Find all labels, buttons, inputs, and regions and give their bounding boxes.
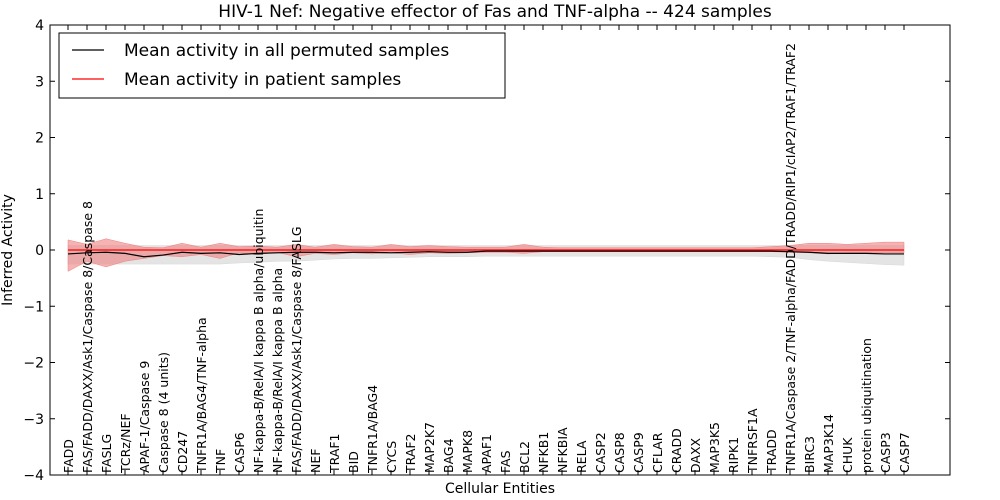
x-tick-label: FAS/FADD/DAXX/Ask1/Caspase 8/Caspase 8 xyxy=(80,201,95,473)
x-tick-label: BID xyxy=(346,451,361,473)
x-tick-label: CASP7 xyxy=(897,432,912,473)
x-tick-label: CYCS xyxy=(384,441,399,473)
y-tick-label: −2 xyxy=(23,356,44,372)
x-tick-label: BCL2 xyxy=(517,441,532,473)
y-axis-label: Inferred Activity xyxy=(0,194,16,306)
x-tick-label: NFKBIA xyxy=(555,427,570,473)
x-tick-label: BAG4 xyxy=(441,438,456,473)
x-tick-label: MAP3K14 xyxy=(821,414,836,473)
x-tick-label: CRADD xyxy=(669,428,684,473)
x-tick-label: RELA xyxy=(574,440,589,473)
x-tick-label: APAF1 xyxy=(479,434,494,473)
x-tick-label: protein ubiquitination xyxy=(859,338,874,473)
x-tick-label: TRAF1 xyxy=(327,433,342,474)
x-tick-label: CASP9 xyxy=(631,432,646,473)
y-tick-label: 2 xyxy=(35,131,44,147)
y-tick-label: 3 xyxy=(35,74,44,90)
x-tick-label: CFLAR xyxy=(650,432,665,473)
x-tick-label: TNF xyxy=(213,449,228,474)
legend-label-patient: Mean activity in patient samples xyxy=(124,70,401,90)
x-tick-label: Caspase 8 (4 units) xyxy=(156,352,171,473)
x-tick-label: TNFRSF1A xyxy=(745,408,760,474)
x-tick-label: NFKB1 xyxy=(536,432,551,473)
x-tick-label: NF-kappa-B/RelA/I kappa B alpha/ubiquiti… xyxy=(251,209,266,473)
y-tick-label: 4 xyxy=(35,18,44,34)
x-ticks xyxy=(67,25,905,475)
y-tick-label: −1 xyxy=(23,299,44,315)
x-tick-label: RIPK1 xyxy=(726,437,741,473)
legend: Mean activity in all permuted samples Me… xyxy=(58,32,506,99)
legend-box xyxy=(58,32,506,99)
legend-label-permuted: Mean activity in all permuted samples xyxy=(124,41,449,61)
x-tick-label: APAF-1/Caspase 9 xyxy=(137,361,152,473)
x-tick-label: BIRC3 xyxy=(802,436,817,473)
x-tick-label: TNFR1A/BAG4 xyxy=(365,385,380,474)
x-tick-label: CHUK xyxy=(840,437,855,473)
x-tick-labels: FADD FAS/FADD/DAXX/Ask1/Caspase 8/Caspase… xyxy=(61,43,912,474)
x-tick-label: CASP8 xyxy=(612,432,627,473)
x-tick-label: FAS/FADD/DAXX/Ask1/Caspase 8/FASLG xyxy=(289,226,304,473)
x-tick-label: TRAF2 xyxy=(403,433,418,474)
y-tick-label: 1 xyxy=(35,187,44,203)
x-tick-label: TNFR1A/BAG4/TNF-alpha xyxy=(194,317,209,474)
y-tick-label: −4 xyxy=(23,468,44,484)
x-tick-label: FADD xyxy=(61,439,76,473)
confidence-bands xyxy=(67,238,905,272)
x-tick-label: FASLG xyxy=(99,434,114,473)
x-tick-label: CASP6 xyxy=(232,432,247,473)
x-tick-label: CD247 xyxy=(175,431,190,473)
x-tick-label: FAS xyxy=(498,450,513,473)
x-axis-label: Cellular Entities xyxy=(445,481,555,497)
x-tick-label: MAPK8 xyxy=(460,430,475,473)
y-tick-label: −3 xyxy=(23,412,44,428)
series-lines xyxy=(67,249,904,258)
x-tick-label: TNFR1A/Caspase 2/TNF-alpha/FADD/TRADD/RI… xyxy=(783,43,798,474)
patient-band xyxy=(67,238,905,272)
permuted-mean-line xyxy=(67,250,904,258)
x-tick-label: NF-kappa-B/RelA/I kappa B alpha xyxy=(270,268,285,473)
chart-title: HIV-1 Nef: Negative effector of Fas and … xyxy=(218,2,772,22)
y-tick-label: 0 xyxy=(35,243,44,259)
x-tick-label: DAXX xyxy=(688,437,703,473)
x-tick-label: TCRz/NEF xyxy=(118,413,133,474)
x-tick-label: TRADD xyxy=(764,429,779,474)
x-tick-label: CASP2 xyxy=(593,432,608,473)
x-tick-label: MAP3K5 xyxy=(707,422,722,473)
x-tick-label: CASP3 xyxy=(878,432,893,473)
y-axis: −4 −3 −2 −1 0 1 2 3 4 xyxy=(23,18,950,484)
x-tick-label: MAP2K7 xyxy=(422,422,437,473)
x-tick-label: NEF xyxy=(308,449,323,473)
